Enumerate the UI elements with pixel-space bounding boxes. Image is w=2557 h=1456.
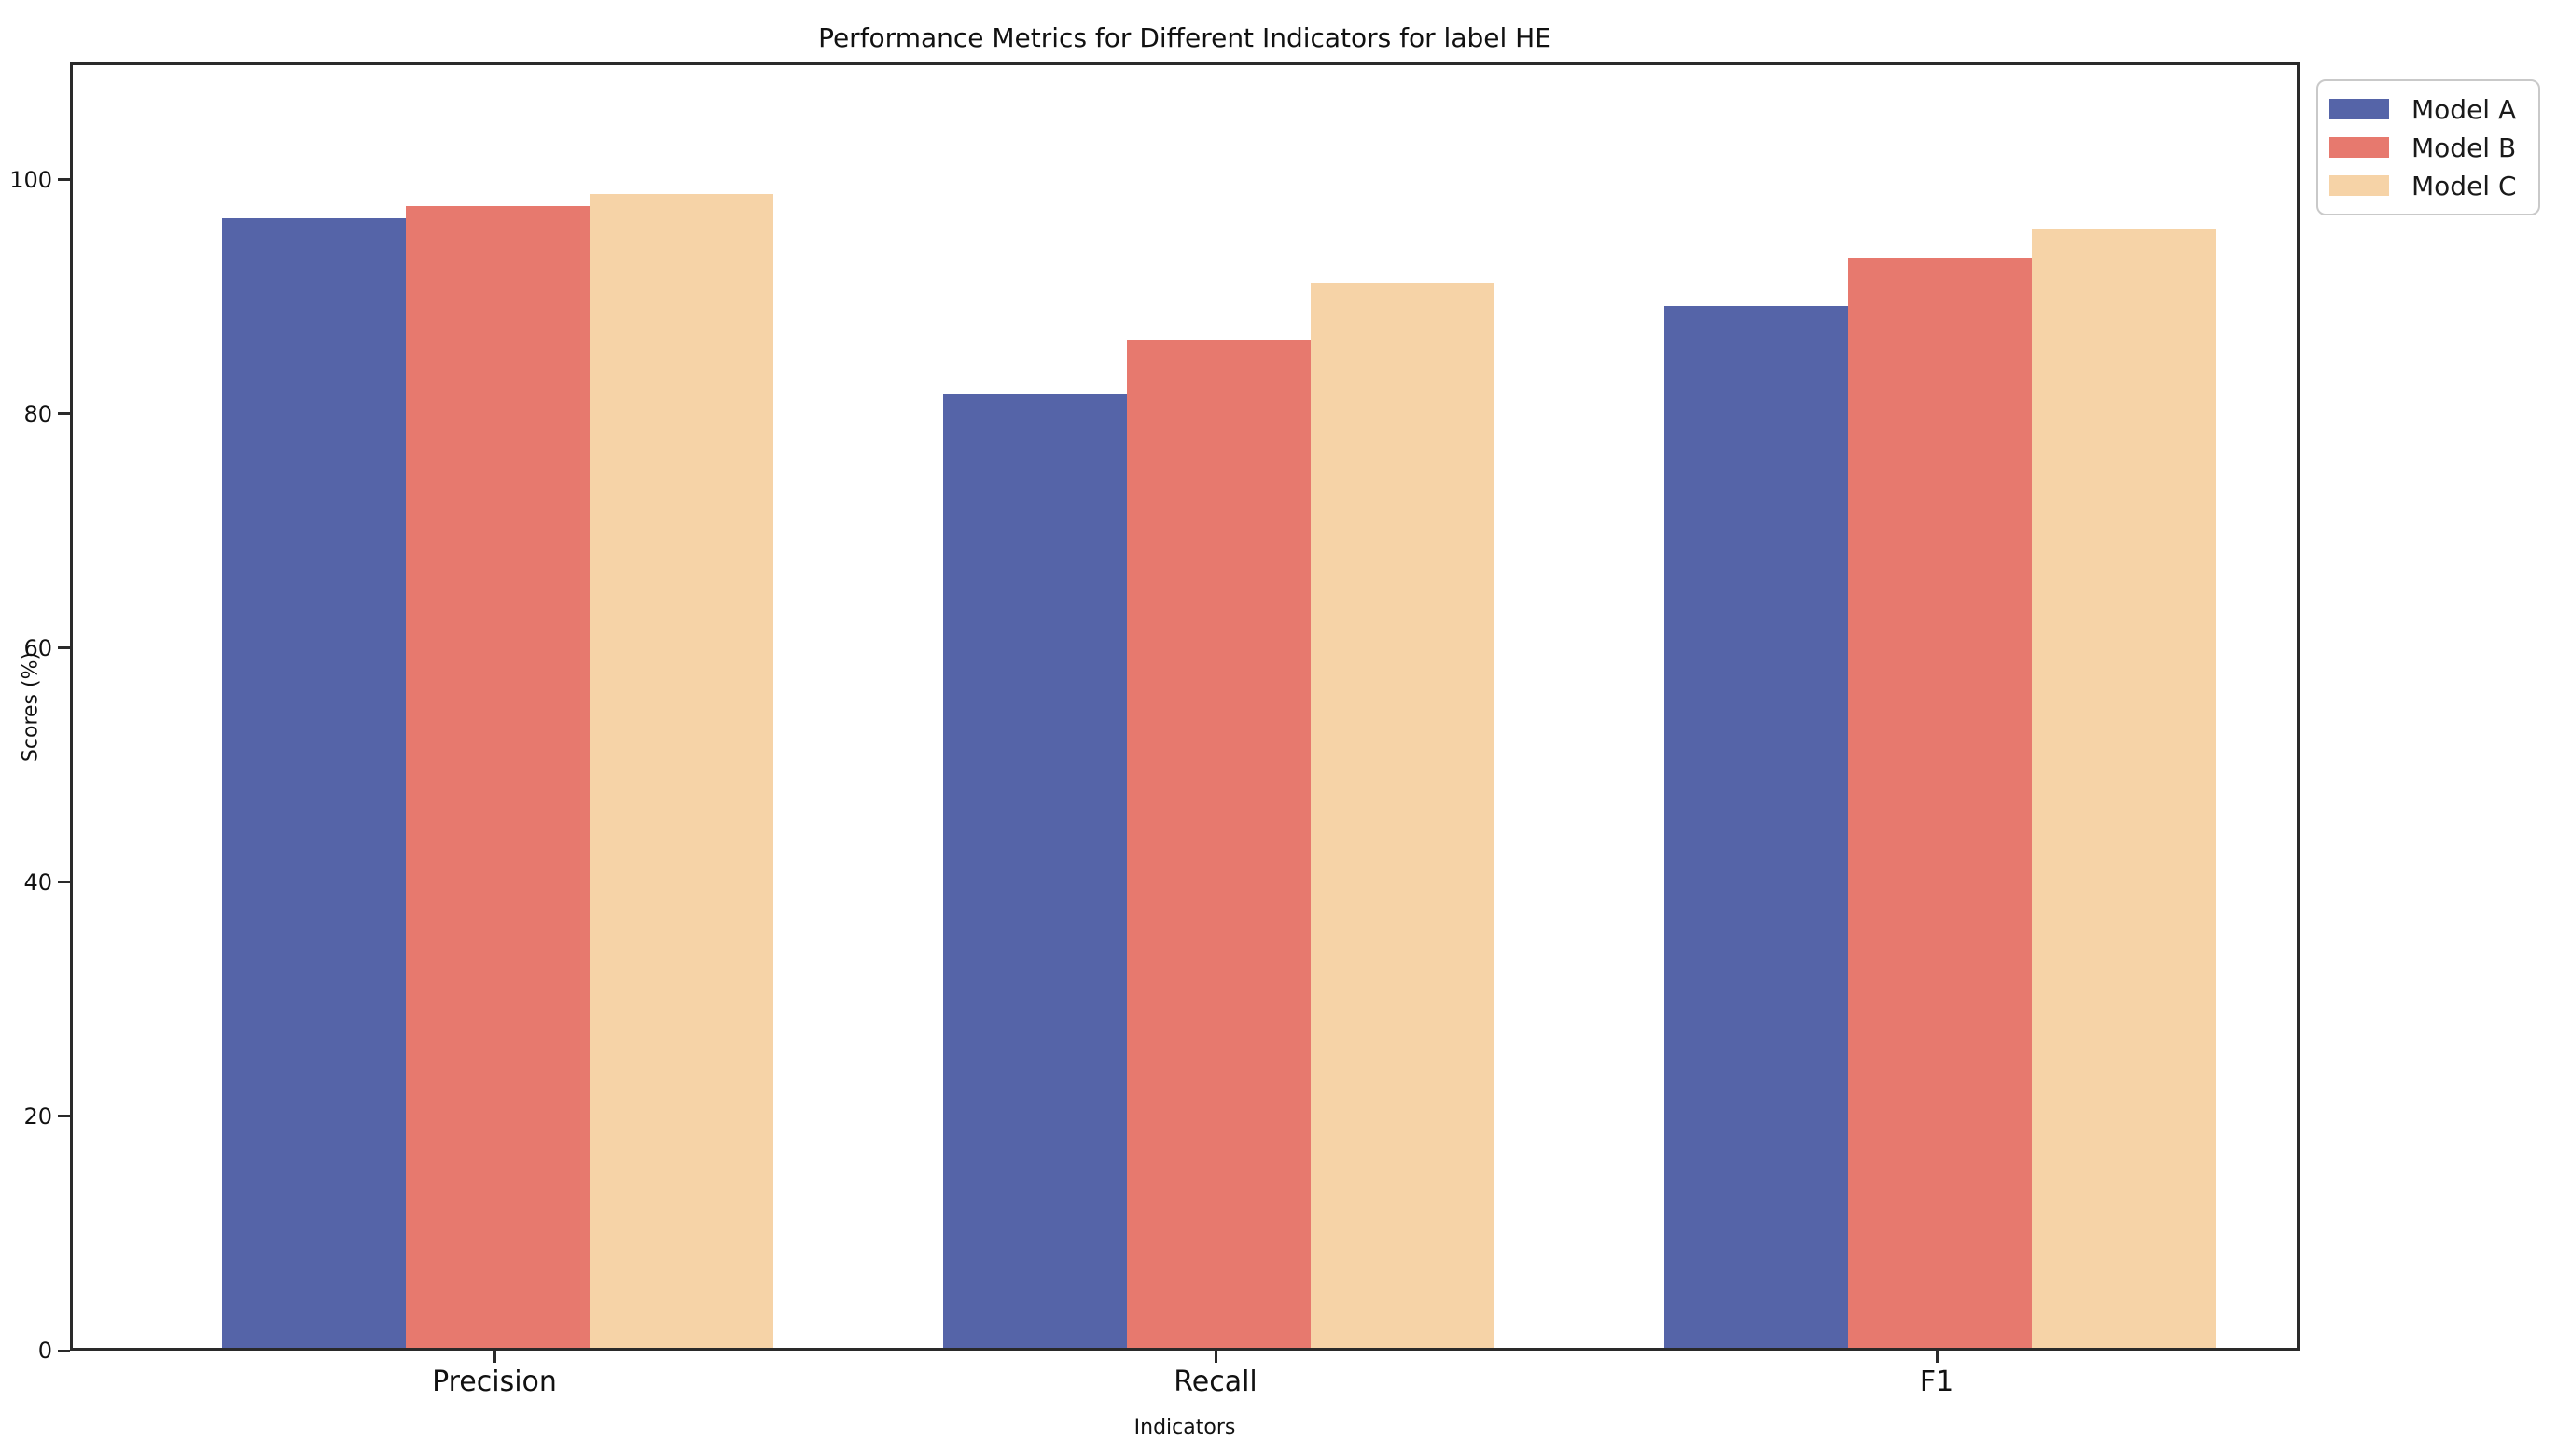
legend-item-model-a: Model A	[2329, 90, 2527, 128]
y-axis-label: Scores (%)	[19, 651, 43, 763]
chart-title: Performance Metrics for Different Indica…	[818, 22, 1551, 53]
y-tick-label-20: 20	[23, 1102, 52, 1130]
x-axis-label: Indicators	[1133, 1416, 1236, 1439]
bar-model-b-precision	[405, 205, 590, 1348]
legend-label-model-a: Model A	[2411, 93, 2517, 125]
x-tick-precision	[493, 1351, 496, 1363]
legend-item-model-b: Model B	[2329, 129, 2527, 166]
y-tick-label-40: 40	[23, 868, 52, 895]
legend-label-model-c: Model C	[2411, 170, 2517, 201]
bar-model-a-recall	[942, 393, 1127, 1348]
x-tick-recall	[1214, 1351, 1217, 1363]
y-tick-40	[58, 881, 70, 884]
y-tick-80	[58, 412, 70, 416]
x-tick-label-precision: Precision	[432, 1366, 557, 1398]
legend: Model A Model B Model C	[2316, 79, 2540, 215]
bar-model-c-precision	[589, 194, 773, 1348]
legend-swatch-model-c	[2329, 175, 2389, 196]
y-tick-20	[58, 1115, 70, 1118]
bar-model-a-precision	[221, 217, 406, 1348]
legend-swatch-model-b	[2329, 137, 2389, 158]
y-tick-label-80: 80	[23, 400, 52, 427]
bar-model-a-f1	[1663, 305, 1848, 1348]
x-tick-label-f1: F1	[1919, 1366, 1954, 1398]
bar-model-c-recall	[1310, 282, 1494, 1348]
x-tick-label-recall: Recall	[1174, 1366, 1258, 1398]
bar-model-c-f1	[2031, 229, 2216, 1348]
bar-model-b-f1	[1847, 258, 2032, 1348]
y-tick-100	[58, 178, 70, 182]
y-tick-60	[58, 646, 70, 650]
y-tick-label-100: 100	[9, 166, 52, 193]
legend-label-model-b: Model B	[2411, 132, 2517, 163]
bar-model-b-recall	[1126, 340, 1311, 1348]
y-tick-label-60: 60	[23, 634, 52, 661]
legend-item-model-c: Model C	[2329, 167, 2527, 204]
plot-area	[70, 62, 2300, 1351]
x-tick-f1	[1935, 1351, 1939, 1363]
y-tick-label-0: 0	[37, 1338, 52, 1364]
legend-swatch-model-a	[2329, 99, 2389, 119]
y-tick-0	[58, 1349, 70, 1352]
